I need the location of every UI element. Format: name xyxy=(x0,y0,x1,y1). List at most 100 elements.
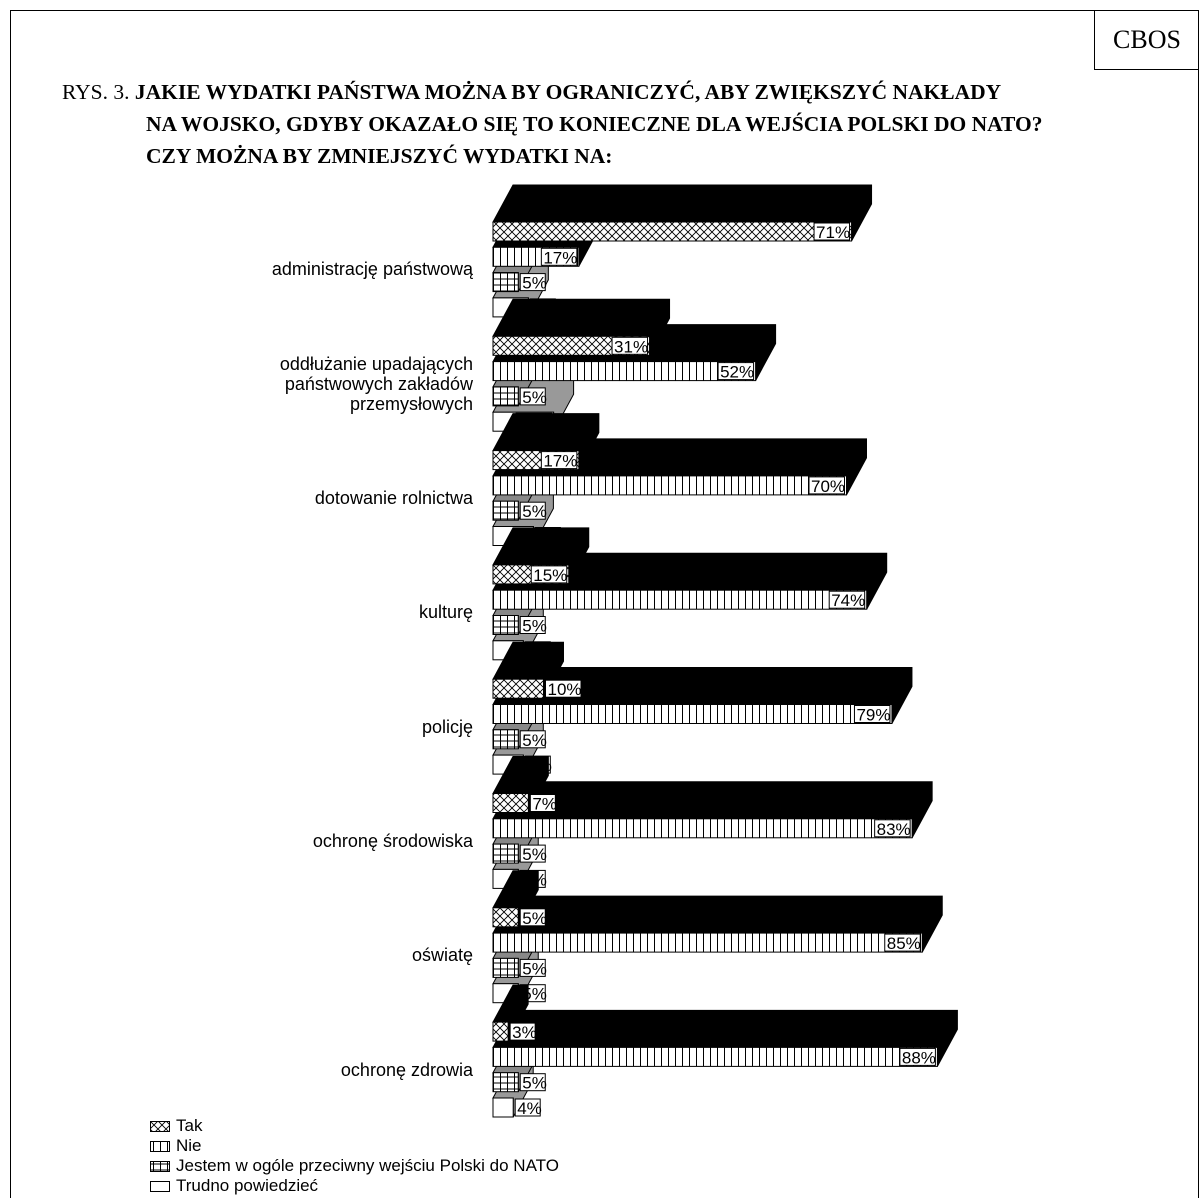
bar xyxy=(492,475,847,496)
category-label: oświatę xyxy=(412,945,473,965)
data-label-box xyxy=(519,908,546,927)
data-label-box xyxy=(808,476,845,495)
bar xyxy=(492,1097,514,1118)
legend-label: Nie xyxy=(176,1136,202,1155)
source-badge: CBOS xyxy=(1094,10,1199,70)
data-label: 5% xyxy=(522,388,547,407)
data-label-box xyxy=(519,1073,546,1092)
category-label-line: oddłużanie upadających xyxy=(279,353,473,374)
bar xyxy=(492,704,893,724)
data-label: 5% xyxy=(522,274,547,293)
legend-item-przeciwny: Jestem w ogóle przeciwny wejściu Polski … xyxy=(150,1156,559,1176)
data-label-box xyxy=(813,222,851,241)
category-label: oddłużanie upadających państwowych zakład… xyxy=(280,354,473,414)
bar xyxy=(492,361,757,382)
data-label-box xyxy=(519,616,546,634)
data-label: 85% xyxy=(887,934,921,953)
data-label: 5% xyxy=(522,731,547,750)
category-label: ochronę zdrowia xyxy=(341,1060,473,1080)
legend-label: Jestem w ogóle przeciwny wejściu Polski … xyxy=(176,1156,559,1175)
category-label-line: kulturę xyxy=(418,602,473,623)
legend-item-nie: Nie xyxy=(150,1136,559,1156)
data-label-box xyxy=(874,819,911,838)
category-label-line: państwowych zakładów xyxy=(284,373,473,394)
data-label: 17% xyxy=(543,248,577,267)
bar xyxy=(492,793,529,813)
bar xyxy=(492,386,519,407)
bar xyxy=(492,1046,938,1067)
data-label-box xyxy=(529,794,556,812)
vertical-stripes-swatch-icon xyxy=(150,1140,170,1152)
data-label: 5% xyxy=(522,909,547,928)
data-label-box xyxy=(545,679,582,698)
data-label-box xyxy=(514,1098,541,1117)
data-label: 52% xyxy=(720,363,754,382)
data-label-box xyxy=(611,336,649,355)
bar xyxy=(492,843,519,864)
data-label-box xyxy=(899,1047,936,1066)
bar xyxy=(492,932,923,953)
data-label-box xyxy=(717,362,755,381)
bar xyxy=(492,1021,509,1042)
figure-title: RYS. 3. JAKIE WYDATKI PAŃSTWA MOŻNA BY O… xyxy=(62,76,1182,172)
data-label: 5% xyxy=(522,617,547,636)
data-label: 5% xyxy=(522,959,547,978)
data-label-box xyxy=(509,1022,536,1041)
legend-label: Tak xyxy=(176,1116,203,1135)
bar xyxy=(492,221,853,242)
data-label-box xyxy=(519,844,546,863)
legend-item-tak: Tak xyxy=(150,1116,559,1136)
data-label: 70% xyxy=(811,477,845,496)
title-line-3: CZY MOŻNA BY ZMNIEJSZYĆ WYDATKI NA: xyxy=(146,144,613,168)
data-label-box xyxy=(530,565,568,584)
bar xyxy=(492,500,519,521)
grid-swatch-icon xyxy=(150,1160,170,1172)
data-label: 74% xyxy=(831,591,865,610)
title-line-1: JAKIE WYDATKI PAŃSTWA MOŻNA BY OGRANICZY… xyxy=(134,80,1002,104)
category-label-line: policję xyxy=(421,716,473,737)
data-label: 4% xyxy=(517,1099,542,1118)
data-label-box xyxy=(519,387,546,406)
data-label: 10% xyxy=(548,680,582,699)
data-label: 17% xyxy=(543,452,577,471)
title-line-2: NA WOJSKO, GDYBY OKAZAŁO SIĘ TO KONIECZN… xyxy=(146,112,1043,136)
category-label-line: oświatę xyxy=(411,945,473,966)
category-label-line: ochronę środowiska xyxy=(312,830,473,851)
legend-label: Trudno powiedzieć xyxy=(176,1176,319,1195)
data-label: 5% xyxy=(522,1074,547,1093)
data-label-box xyxy=(540,247,578,266)
legend: Tak Nie Jestem w ogóle przeciwny wejściu… xyxy=(150,1116,559,1196)
bar xyxy=(492,335,651,356)
data-label-box xyxy=(540,451,578,470)
bar xyxy=(492,589,868,610)
bar xyxy=(492,818,913,839)
bar xyxy=(492,678,544,699)
category-label-line: administrację państwową xyxy=(271,259,473,280)
category-label-line: przemysłowych xyxy=(349,393,473,414)
data-label: 71% xyxy=(816,223,850,242)
data-label-box xyxy=(853,705,891,723)
figure-number: RYS. 3. xyxy=(62,80,130,104)
bar xyxy=(492,615,519,635)
data-label: 3% xyxy=(512,1023,537,1042)
category-label: kulturę xyxy=(419,602,473,622)
category-label-line: ochronę zdrowia xyxy=(340,1059,473,1080)
bar xyxy=(492,957,519,978)
data-label: 5% xyxy=(522,845,547,864)
data-label-box xyxy=(884,933,921,952)
data-label-box xyxy=(519,958,546,977)
bar xyxy=(492,272,519,293)
data-label: 79% xyxy=(856,706,890,725)
data-label: 88% xyxy=(902,1048,936,1067)
data-label: 15% xyxy=(533,566,567,585)
data-label: 5% xyxy=(522,502,547,521)
data-label: 31% xyxy=(614,337,648,356)
data-label-box xyxy=(519,273,546,292)
data-label-box xyxy=(519,730,546,749)
data-label: 7% xyxy=(532,795,557,814)
category-label: administrację państwową xyxy=(272,259,473,279)
legend-item-trudno: Trudno powiedzieć xyxy=(150,1176,559,1196)
category-label-line: dotowanie rolnictwa xyxy=(314,488,473,509)
blank-swatch-icon xyxy=(150,1180,170,1192)
